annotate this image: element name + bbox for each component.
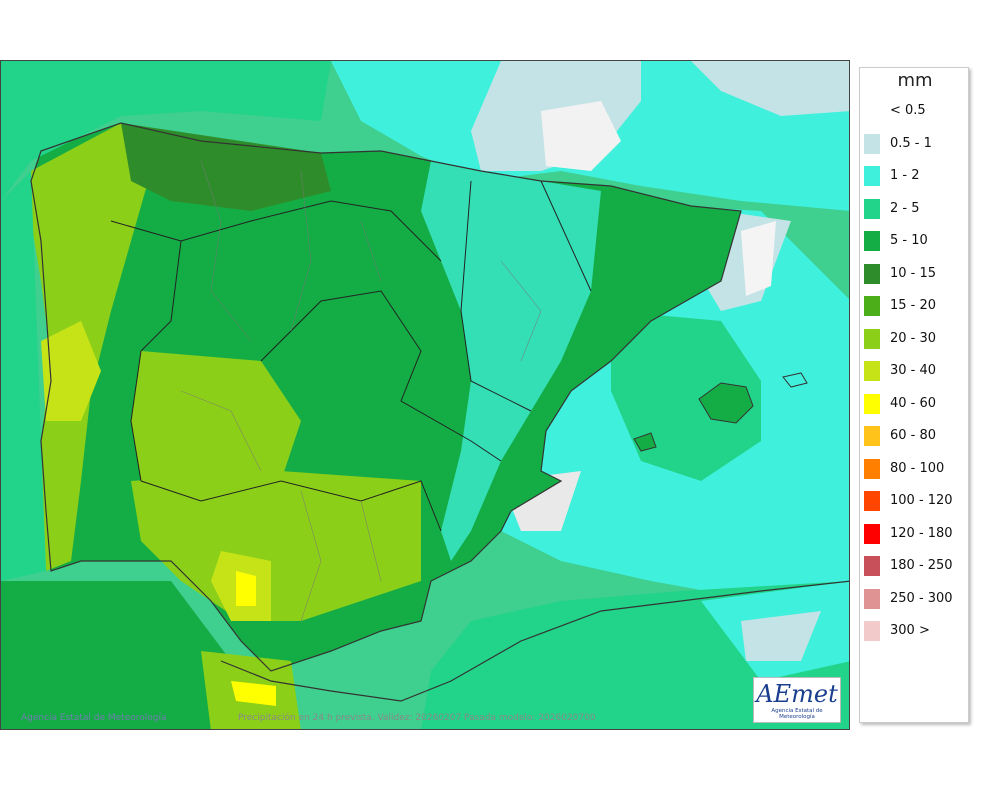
legend-swatch — [864, 166, 880, 186]
legend-label: 15 - 20 — [890, 298, 937, 313]
land-zone-andalusia — [131, 471, 421, 621]
legend-item: 1 - 2 — [864, 165, 968, 187]
copyright-label: Agencia Estatal de Meteorología — [21, 713, 167, 723]
island-mallorca — [698, 382, 754, 424]
legend-item: 20 - 30 — [864, 328, 968, 350]
legend-item: 0.5 - 1 — [864, 133, 968, 155]
land-zone-east-light — [421, 161, 601, 561]
legend-swatch — [864, 198, 880, 219]
legend-swatch — [864, 231, 880, 251]
land-zone-extremadura — [131, 351, 301, 501]
legend-swatch — [864, 296, 880, 316]
province-borders — [180, 160, 542, 622]
legend-swatch — [864, 263, 880, 284]
legend-label: 10 - 15 — [890, 265, 937, 281]
legend-label: 60 - 80 — [890, 428, 937, 443]
sea-zone-lowest-ne — [691, 61, 849, 116]
aemet-logo-subtitle: Agencia Estatal de Meteorología — [771, 708, 823, 720]
legend-swatch — [864, 588, 880, 609]
africa-coastline — [220, 580, 849, 702]
sea-zone-atlantic-north — [1, 61, 331, 201]
legend-label: 40 - 60 — [890, 395, 937, 411]
legend-swatch — [864, 426, 880, 446]
legend-swatch — [864, 393, 880, 414]
land-zone-portugal-high — [41, 321, 101, 421]
legend-label: 180 - 250 — [890, 558, 953, 573]
legend-label: 80 - 100 — [890, 460, 945, 476]
map-caption: Precipitación en 24 h prevista. Validez:… — [238, 713, 596, 723]
legend-swatch — [864, 523, 880, 544]
legend-item: 60 - 80 — [864, 425, 968, 447]
coastline — [30, 122, 742, 672]
land-zone-andalusia-peak — [236, 571, 256, 606]
sea-zone-dry-catalonia — [741, 221, 776, 296]
legend-swatch — [864, 101, 880, 121]
region-borders — [110, 180, 592, 532]
legend-swatch — [864, 458, 880, 479]
legend-swatch — [864, 361, 880, 381]
legend-label: 100 - 120 — [890, 493, 953, 508]
legend-item: 2 - 5 — [864, 198, 968, 220]
legend-swatch — [864, 556, 880, 576]
precipitation-legend: mm < 0.5 0.5 - 1 1 - 2 2 - 5 5 - 10 10 - 15 15… — [859, 67, 969, 723]
precipitation-map: Agencia Estatal de Meteorología Precipit… — [0, 60, 850, 730]
legend-item: 100 - 120 — [864, 490, 968, 512]
legend-label: 2 - 5 — [890, 200, 920, 216]
legend-item: < 0.5 — [864, 100, 968, 122]
sea-zone-dry-north — [541, 101, 621, 171]
sea-zone-southwest — [1, 581, 261, 729]
legend-swatch — [864, 133, 880, 154]
legend-label: 300 > — [890, 623, 930, 638]
land-zone-north — [121, 123, 331, 211]
island-ibiza — [633, 432, 657, 452]
aemet-logo: AEmet Agencia Estatal de Meteorología — [753, 677, 841, 723]
legend-item: 120 - 180 — [864, 523, 968, 545]
legend-label: 120 - 180 — [890, 525, 953, 541]
legend-item: 250 - 300 — [864, 588, 968, 610]
legend-label: < 0.5 — [890, 103, 926, 118]
legend-item: 80 - 100 — [864, 458, 968, 480]
legend-item: 40 - 60 — [864, 393, 968, 415]
legend-label: 0.5 - 1 — [890, 135, 932, 151]
legend-label: 20 - 30 — [890, 330, 937, 346]
legend-label: 30 - 40 — [890, 363, 937, 378]
legend-swatch — [864, 491, 880, 511]
aemet-logo-text: AEmet — [756, 680, 838, 708]
land-zone-morocco-peak — [231, 681, 276, 706]
island-menorca — [782, 372, 808, 388]
legend-item: 30 - 40 — [864, 360, 968, 382]
legend-swatch — [864, 328, 880, 349]
legend-item: 15 - 20 — [864, 295, 968, 317]
sea-zone-lowest-south — [741, 611, 821, 661]
legend-label: 5 - 10 — [890, 233, 928, 248]
legend-swatch — [864, 621, 880, 641]
legend-item: 180 - 250 — [864, 555, 968, 577]
legend-unit: mm — [897, 70, 933, 91]
legend-item: 5 - 10 — [864, 230, 968, 252]
map-canvas — [1, 61, 849, 729]
legend-item: 10 - 15 — [864, 263, 968, 285]
legend-label: 1 - 2 — [890, 168, 920, 183]
sea-zone-atlantic-west — [1, 171, 46, 581]
legend-item: 300 > — [864, 620, 968, 642]
legend-label: 250 - 300 — [890, 590, 953, 606]
